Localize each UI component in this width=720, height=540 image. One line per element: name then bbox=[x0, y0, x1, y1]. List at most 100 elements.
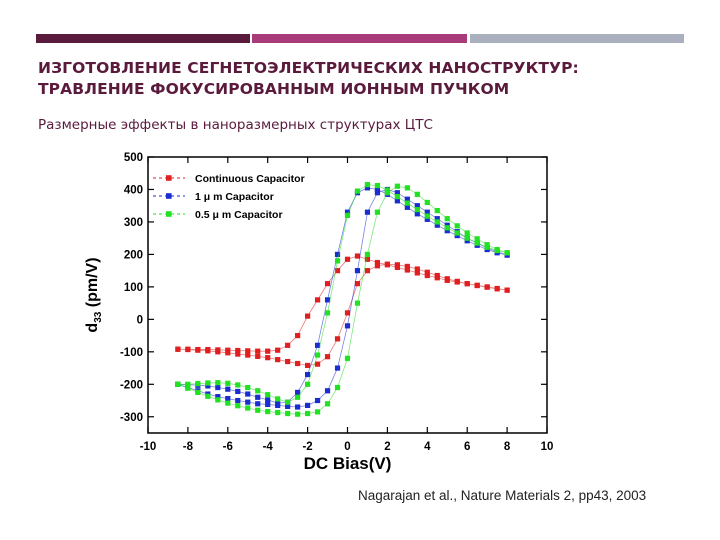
y-tick-label: 500 bbox=[124, 152, 143, 164]
x-tick-label: 2 bbox=[384, 441, 390, 453]
data-point-series-1 bbox=[404, 263, 410, 270]
data-point-series-1 bbox=[314, 361, 321, 367]
data-point-series-1 bbox=[434, 275, 440, 281]
data-point-series-3 bbox=[444, 225, 450, 231]
data-point-series-1 bbox=[354, 281, 361, 287]
data-point-series-3 bbox=[404, 185, 410, 191]
data-point-series-2 bbox=[414, 211, 420, 217]
data-point-series-2 bbox=[324, 388, 331, 394]
data-point-series-2 bbox=[354, 268, 361, 274]
x-tick-label: -2 bbox=[302, 441, 312, 453]
data-point-series-2 bbox=[414, 203, 420, 209]
data-point-series-3 bbox=[464, 230, 470, 236]
data-point-series-2 bbox=[295, 404, 301, 410]
data-point-series-3 bbox=[305, 381, 311, 387]
data-point-series-3 bbox=[225, 400, 231, 406]
data-point-series-3 bbox=[494, 247, 500, 254]
legend-marker-2 bbox=[166, 193, 172, 199]
data-point-series-3 bbox=[245, 405, 251, 411]
data-point-series-1 bbox=[414, 270, 420, 276]
data-point-series-2 bbox=[305, 402, 311, 408]
data-point-series-2 bbox=[255, 394, 261, 400]
y-tick-label: 200 bbox=[124, 249, 143, 261]
data-point-series-2 bbox=[285, 403, 291, 409]
data-point-series-2 bbox=[334, 251, 341, 258]
data-point-series-3 bbox=[205, 393, 211, 399]
data-point-series-3 bbox=[364, 182, 371, 188]
data-point-series-3 bbox=[185, 385, 191, 391]
y-tick-label: 100 bbox=[124, 282, 143, 294]
data-point-series-3 bbox=[215, 397, 221, 403]
accent-bar-2 bbox=[252, 34, 467, 43]
data-point-series-1 bbox=[444, 277, 450, 283]
data-point-series-2 bbox=[215, 394, 221, 400]
data-point-series-1 bbox=[255, 353, 261, 359]
data-point-series-2 bbox=[324, 297, 331, 303]
data-point-series-1 bbox=[414, 266, 420, 272]
data-point-series-1 bbox=[494, 285, 500, 292]
data-point-series-1 bbox=[275, 347, 281, 353]
data-point-series-3 bbox=[334, 258, 341, 264]
data-point-series-3 bbox=[424, 199, 430, 206]
data-point-series-1 bbox=[295, 332, 301, 339]
data-point-series-3 bbox=[414, 191, 420, 197]
data-point-series-1 bbox=[424, 269, 430, 275]
data-point-series-3 bbox=[215, 380, 221, 386]
y-axis-label: d33 (pm/V) bbox=[84, 257, 104, 332]
data-point-series-1 bbox=[364, 256, 371, 262]
data-point-series-1 bbox=[404, 267, 410, 273]
data-point-series-2 bbox=[275, 400, 281, 406]
data-point-series-2 bbox=[334, 365, 341, 371]
y-tick-label: -100 bbox=[120, 347, 143, 359]
data-point-series-2 bbox=[235, 397, 241, 404]
y-tick-label: 0 bbox=[137, 314, 143, 326]
data-point-series-2 bbox=[404, 196, 410, 202]
data-point-series-3 bbox=[275, 396, 281, 402]
data-point-series-2 bbox=[265, 401, 271, 408]
data-point-series-2 bbox=[245, 391, 251, 397]
x-tick-label: -4 bbox=[263, 441, 274, 453]
data-point-series-2 bbox=[225, 395, 231, 402]
legend-marker-3 bbox=[166, 211, 172, 217]
x-tick-label: -6 bbox=[223, 441, 233, 453]
data-point-series-3 bbox=[295, 411, 301, 417]
data-point-series-3 bbox=[434, 207, 440, 214]
data-point-series-1 bbox=[334, 268, 341, 274]
data-point-series-3 bbox=[205, 380, 211, 386]
slide-title: ИЗГОТОВЛЕНИЕ СЕГНЕТОЭЛЕКТРИЧЕСКИХ НАНОСТ… bbox=[38, 58, 678, 100]
x-tick-label: 0 bbox=[344, 441, 350, 453]
data-point-series-3 bbox=[454, 223, 460, 229]
data-point-series-3 bbox=[354, 188, 361, 194]
data-point-series-2 bbox=[364, 209, 371, 215]
data-point-series-2 bbox=[225, 386, 231, 392]
data-point-series-3 bbox=[444, 216, 450, 222]
data-point-series-3 bbox=[175, 381, 181, 387]
data-point-series-3 bbox=[235, 382, 241, 388]
citation: Nagarajan et al., Nature Materials 2, pp… bbox=[358, 488, 647, 503]
data-point-series-1 bbox=[474, 282, 480, 288]
data-point-series-1 bbox=[205, 346, 211, 353]
data-point-series-3 bbox=[344, 355, 351, 361]
data-point-series-3 bbox=[374, 182, 381, 189]
data-point-series-2 bbox=[444, 228, 450, 234]
y-tick-label: 400 bbox=[124, 184, 143, 196]
data-point-series-1 bbox=[295, 360, 301, 367]
data-point-series-3 bbox=[364, 251, 371, 258]
data-point-series-3 bbox=[354, 300, 361, 306]
data-point-series-3 bbox=[474, 240, 480, 246]
data-point-series-2 bbox=[314, 397, 321, 404]
data-point-series-1 bbox=[305, 313, 311, 319]
data-point-series-1 bbox=[265, 355, 271, 361]
data-point-series-1 bbox=[504, 287, 510, 293]
data-point-series-3 bbox=[424, 213, 430, 219]
data-point-series-1 bbox=[275, 357, 281, 363]
data-point-series-1 bbox=[245, 352, 251, 358]
data-point-series-1 bbox=[255, 348, 261, 354]
data-point-series-2 bbox=[344, 209, 351, 215]
x-tick-label: 10 bbox=[541, 441, 554, 453]
data-point-series-3 bbox=[484, 244, 490, 250]
data-point-series-3 bbox=[334, 384, 341, 391]
accent-bar-1 bbox=[36, 34, 250, 43]
x-tick-label: -10 bbox=[140, 441, 157, 453]
